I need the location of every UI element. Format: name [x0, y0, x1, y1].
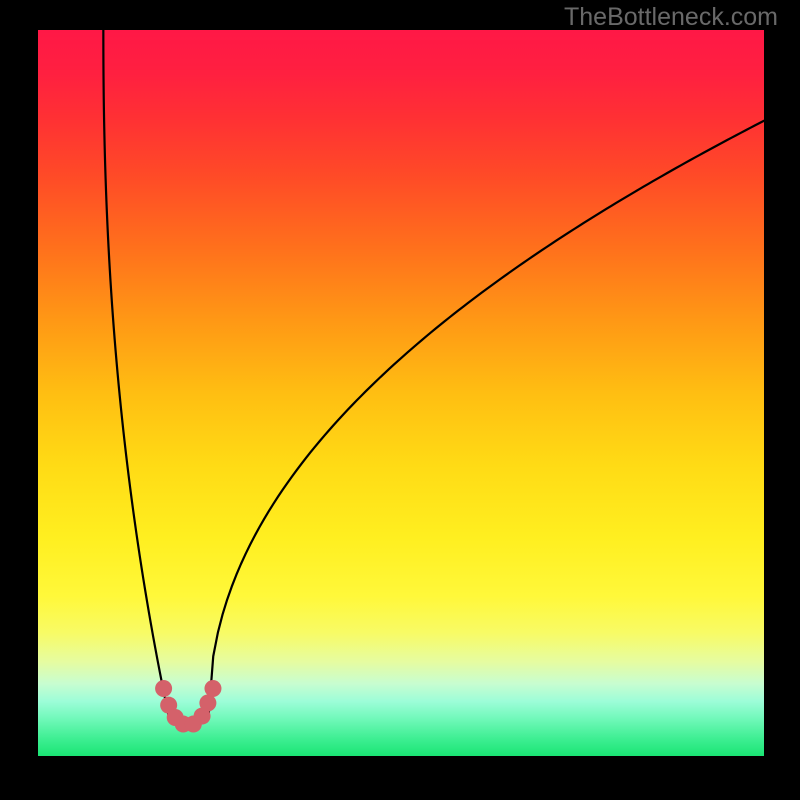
valley-marker	[204, 680, 221, 697]
valley-marker	[199, 695, 216, 712]
chart-frame	[0, 0, 800, 800]
valley-marker	[155, 680, 172, 697]
watermark-text: TheBottleneck.com	[564, 3, 778, 32]
bottleneck-chart	[38, 30, 764, 756]
gradient-background	[38, 30, 764, 756]
